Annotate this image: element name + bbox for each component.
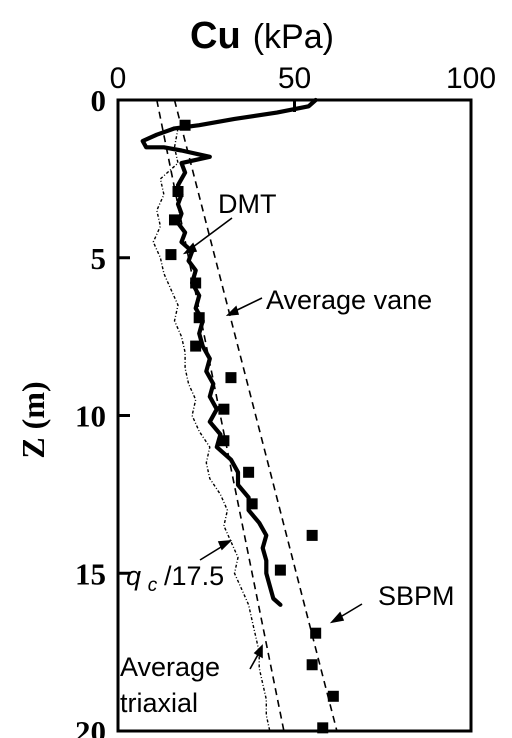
sbpm-marker xyxy=(274,564,286,576)
sbpm-marker xyxy=(225,372,237,384)
qc-label-sub: c xyxy=(148,575,158,596)
sbpm-label: SBPM xyxy=(378,581,455,611)
sbpm-marker xyxy=(246,498,258,510)
x-tick-label: 100 xyxy=(446,62,496,95)
average-vane-line xyxy=(173,99,338,732)
sbpm-marker xyxy=(306,529,318,541)
sbpm-marker xyxy=(190,340,202,352)
x-tick-label: 50 xyxy=(278,62,311,95)
triaxial-label-line1: Average xyxy=(120,652,220,682)
sbpm-marker xyxy=(310,627,322,639)
sbpm-marker xyxy=(317,722,329,734)
sbpm-marker xyxy=(327,690,339,702)
sbpm-marker xyxy=(243,466,255,478)
vane-arrow xyxy=(225,297,263,317)
y-tick-label: 0 xyxy=(91,83,107,118)
chart-title: Cu (kPa) xyxy=(190,15,334,57)
y-tick-label: 20 xyxy=(75,714,106,738)
qc-arrow xyxy=(199,540,233,561)
chart-title-bold: Cu xyxy=(190,15,241,57)
y-tick-label: 10 xyxy=(75,399,106,434)
annotation-arrows xyxy=(182,217,363,670)
triaxial-arrow xyxy=(249,644,263,670)
qc-label-tail: /17.5 xyxy=(164,561,224,591)
sbpm-marker xyxy=(193,312,205,324)
triaxial-label-line2: triaxial xyxy=(120,688,198,718)
qc-label: q c /17.5 xyxy=(126,561,224,597)
axis-ticks: 0 50 100 0 5 10 15 20 xyxy=(75,62,496,738)
sbpm-marker xyxy=(168,214,180,226)
x-tick-label: 0 xyxy=(110,62,127,95)
y-tick-label: 15 xyxy=(75,556,106,591)
sbpm-marker xyxy=(172,185,184,197)
dmt-line xyxy=(140,97,318,607)
plot-frame xyxy=(116,98,473,733)
dmt-label: DMT xyxy=(218,189,276,219)
sbpm-arrow xyxy=(329,603,363,624)
y-axis-label: Z (m) xyxy=(15,381,51,458)
sbpm-marker xyxy=(218,435,230,447)
sbpm-marker xyxy=(218,403,230,415)
chart-title-unit: (kPa) xyxy=(253,18,334,56)
y-tick-label: 5 xyxy=(91,241,107,276)
sbpm-marker xyxy=(306,659,318,671)
dmt-arrow xyxy=(182,217,233,255)
marker-layer xyxy=(165,119,339,734)
sbpm-marker xyxy=(165,249,177,261)
qc-label-main: q xyxy=(126,561,141,591)
sbpm-marker xyxy=(190,277,202,289)
sbpm-marker xyxy=(179,119,191,131)
qc-17-5-line xyxy=(152,128,271,732)
vane-label: Average vane xyxy=(266,285,432,315)
